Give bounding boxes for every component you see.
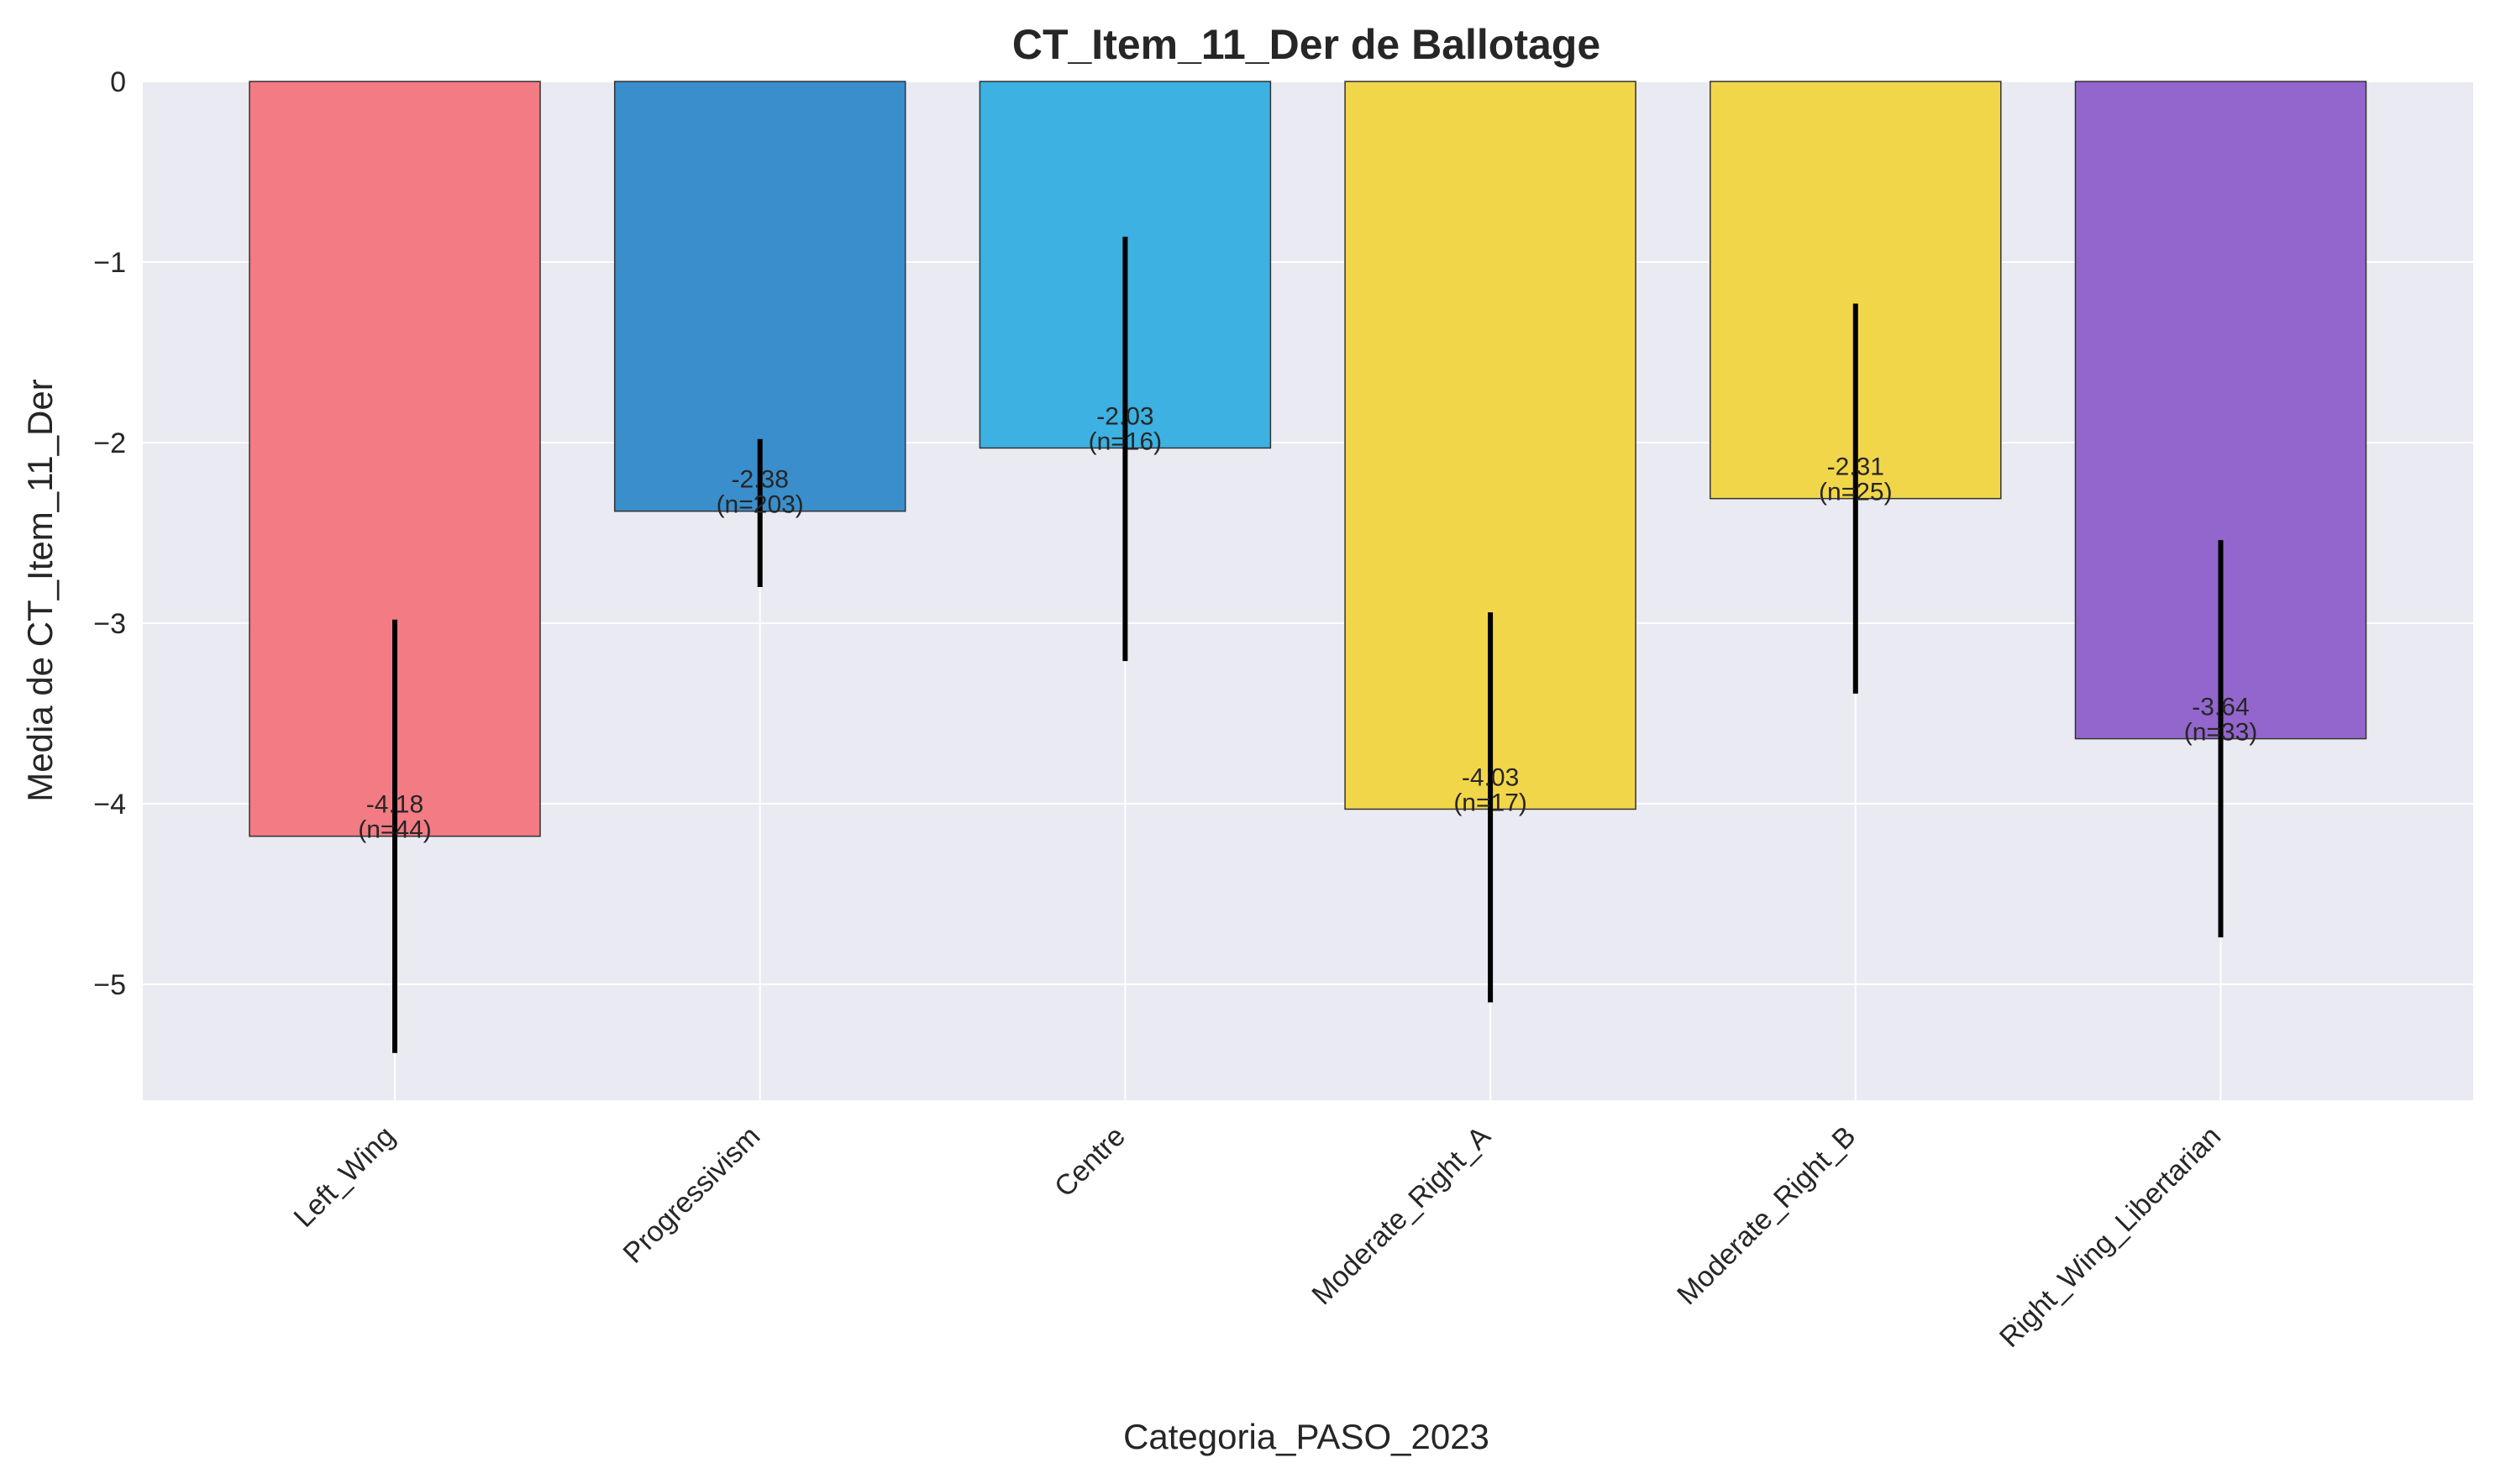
bars bbox=[249, 81, 2367, 837]
n-label: (n=16) bbox=[1089, 427, 1163, 455]
y-tick-label: −2 bbox=[93, 427, 126, 459]
n-label: (n=44) bbox=[358, 816, 432, 844]
y-ticks: 0 −1 −2 −3 −4 −5 bbox=[93, 66, 126, 1001]
chart-title: CT_Item_11_Der de Ballotage bbox=[1012, 21, 1600, 68]
value-label: -4.18 bbox=[366, 791, 423, 819]
value-label: -2.31 bbox=[1827, 454, 1884, 481]
y-tick-label: 0 bbox=[110, 66, 126, 98]
x-tick-label: Progressivism bbox=[617, 1120, 767, 1270]
n-label: (n=203) bbox=[717, 491, 804, 519]
x-tick-label: Left_Wing bbox=[288, 1120, 402, 1234]
n-label: (n=33) bbox=[2184, 719, 2258, 747]
x-ticks: Left_Wing Progressivism Centre Moderate_Rig… bbox=[288, 1120, 2228, 1354]
x-axis-label: Categoria_PASO_2023 bbox=[1123, 1417, 1489, 1456]
x-tick-label: Centre bbox=[1048, 1120, 1132, 1203]
value-label: -4.03 bbox=[1462, 763, 1519, 791]
bar-labels: -4.18(n=44)-2.38(n=203)-2.03(n=16)-4.03(… bbox=[358, 402, 2257, 843]
y-tick-label: −4 bbox=[93, 789, 126, 821]
x-tick-label: Moderate_Right_A bbox=[1305, 1120, 1497, 1312]
y-tick-label: −5 bbox=[93, 969, 126, 1001]
n-label: (n=17) bbox=[1453, 789, 1527, 816]
x-tick-label: Moderate_Right_B bbox=[1671, 1120, 1862, 1311]
value-label: -2.03 bbox=[1096, 402, 1153, 430]
n-label: (n=25) bbox=[1819, 479, 1893, 506]
y-tick-label: −1 bbox=[93, 247, 126, 279]
value-label: -3.64 bbox=[2192, 694, 2249, 721]
y-tick-label: −3 bbox=[93, 608, 126, 640]
y-axis-label: Media de CT_Item_11_Der bbox=[20, 379, 60, 801]
error-bars bbox=[392, 236, 2224, 1053]
value-label: -2.38 bbox=[732, 466, 789, 494]
x-tick-label: Right_Wing_Libertarian bbox=[1993, 1120, 2227, 1354]
